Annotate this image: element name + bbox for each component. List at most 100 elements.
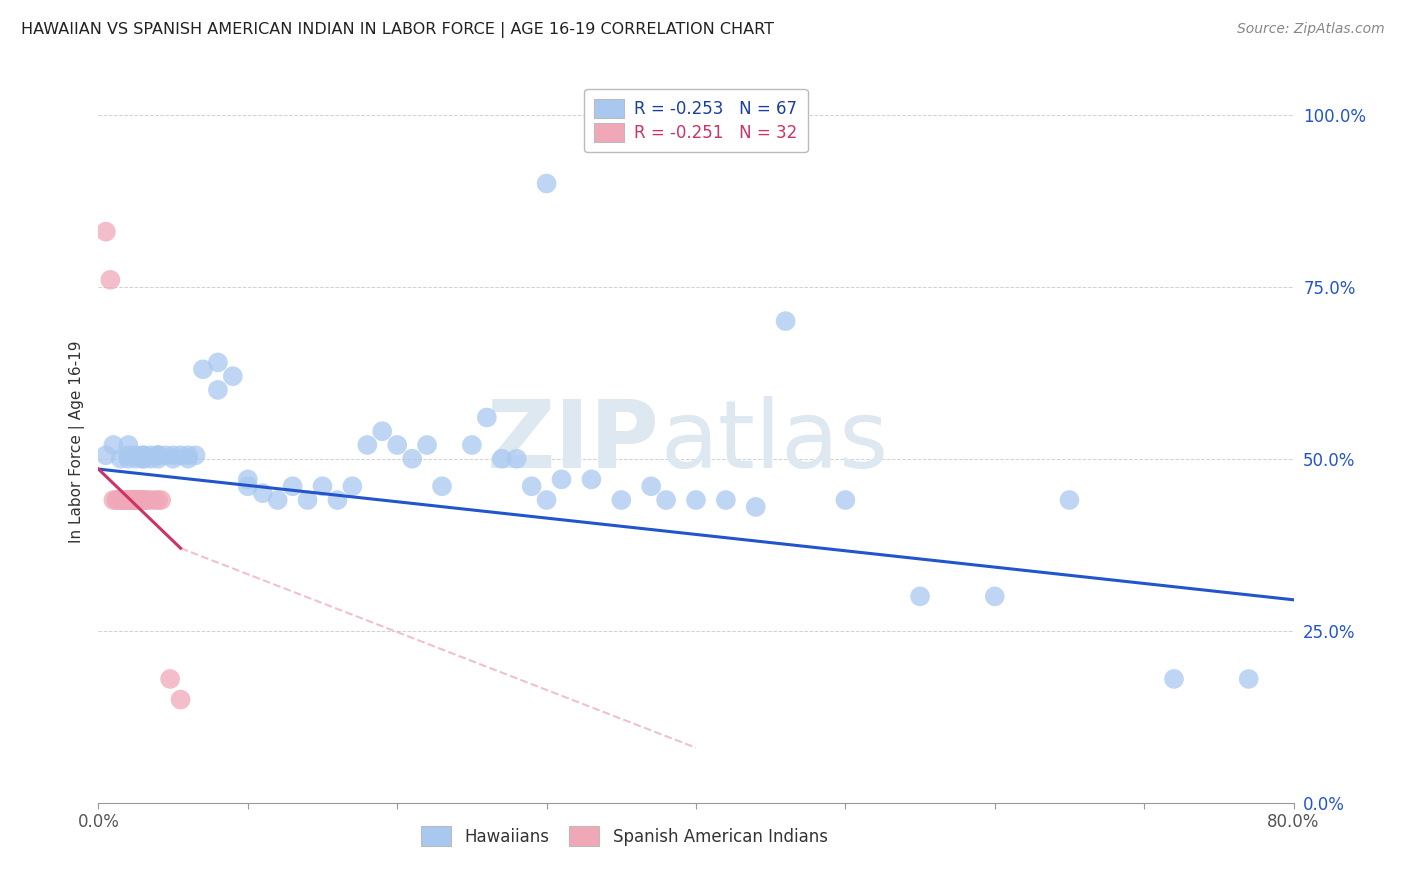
Point	[326, 493, 349, 508]
Point	[110, 451, 132, 466]
Point	[114, 493, 136, 508]
Point	[177, 448, 200, 462]
Point	[640, 479, 662, 493]
Point	[159, 672, 181, 686]
Text: Source: ZipAtlas.com: Source: ZipAtlas.com	[1237, 22, 1385, 37]
Point	[117, 438, 139, 452]
Point	[111, 493, 134, 508]
Point	[685, 493, 707, 508]
Point	[461, 438, 484, 452]
Point	[908, 590, 931, 604]
Point	[169, 448, 191, 462]
Point	[267, 493, 290, 508]
Point	[1237, 672, 1260, 686]
Point	[132, 448, 155, 462]
Point	[117, 448, 139, 462]
Point	[775, 314, 797, 328]
Point	[139, 493, 162, 508]
Point	[129, 493, 152, 508]
Point	[125, 451, 148, 466]
Point	[281, 479, 304, 493]
Point	[150, 493, 173, 508]
Point	[191, 362, 214, 376]
Point	[132, 448, 155, 462]
Point	[1059, 493, 1081, 508]
Point	[127, 493, 149, 508]
Point	[236, 479, 259, 493]
Point	[132, 451, 155, 466]
Point	[125, 493, 148, 508]
Point	[222, 369, 245, 384]
Point	[103, 438, 125, 452]
Point	[120, 493, 142, 508]
Point	[610, 493, 633, 508]
Point	[714, 493, 737, 508]
Text: ZIP: ZIP	[488, 395, 661, 488]
Point	[148, 493, 170, 508]
Point	[236, 472, 259, 486]
Legend: Hawaiians, Spanish American Indians: Hawaiians, Spanish American Indians	[415, 820, 834, 852]
Point	[311, 479, 333, 493]
Y-axis label: In Labor Force | Age 16-19: In Labor Force | Age 16-19	[69, 340, 84, 543]
Point	[117, 493, 139, 508]
Point	[125, 448, 148, 462]
Point	[98, 273, 122, 287]
Point	[1163, 672, 1185, 686]
Point	[297, 493, 319, 508]
Point	[536, 493, 558, 508]
Point	[385, 438, 409, 452]
Point	[148, 448, 170, 462]
Point	[143, 493, 166, 508]
Point	[581, 472, 603, 486]
Point	[135, 493, 157, 508]
Point	[120, 493, 142, 508]
Point	[135, 493, 157, 508]
Point	[169, 692, 191, 706]
Text: atlas: atlas	[661, 395, 889, 488]
Point	[536, 177, 558, 191]
Point	[148, 448, 170, 462]
Point	[155, 448, 177, 462]
Point	[252, 486, 274, 500]
Point	[148, 451, 170, 466]
Point	[114, 493, 136, 508]
Point	[655, 493, 678, 508]
Point	[371, 424, 394, 438]
Point	[550, 472, 572, 486]
Point	[125, 493, 148, 508]
Point	[132, 451, 155, 466]
Point	[124, 493, 146, 508]
Point	[103, 493, 125, 508]
Point	[124, 493, 146, 508]
Point	[356, 438, 378, 452]
Point	[430, 479, 453, 493]
Point	[834, 493, 856, 508]
Point	[520, 479, 543, 493]
Point	[207, 383, 229, 397]
Point	[105, 493, 128, 508]
Point	[132, 493, 155, 508]
Point	[184, 448, 207, 462]
Point	[117, 451, 139, 466]
Text: HAWAIIAN VS SPANISH AMERICAN INDIAN IN LABOR FORCE | AGE 16-19 CORRELATION CHART: HAWAIIAN VS SPANISH AMERICAN INDIAN IN L…	[21, 22, 775, 38]
Point	[401, 451, 423, 466]
Point	[177, 451, 200, 466]
Point	[129, 493, 152, 508]
Point	[162, 451, 184, 466]
Point	[139, 451, 162, 466]
Point	[107, 493, 129, 508]
Point	[506, 451, 529, 466]
Point	[132, 493, 155, 508]
Point	[207, 355, 229, 369]
Point	[148, 448, 170, 462]
Point	[117, 493, 139, 508]
Point	[475, 410, 498, 425]
Point	[94, 225, 117, 239]
Point	[491, 451, 513, 466]
Point	[162, 448, 184, 462]
Point	[110, 493, 132, 508]
Point	[139, 448, 162, 462]
Point	[148, 448, 170, 462]
Point	[110, 493, 132, 508]
Point	[416, 438, 439, 452]
